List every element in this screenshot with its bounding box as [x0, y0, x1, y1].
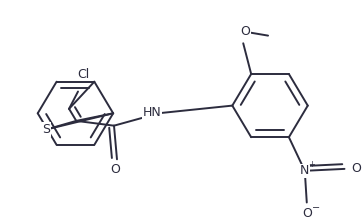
- Text: O: O: [302, 207, 312, 219]
- Text: Cl: Cl: [77, 68, 89, 81]
- Text: S: S: [43, 123, 51, 136]
- Text: O: O: [240, 25, 250, 38]
- Text: O: O: [240, 25, 250, 38]
- Text: HN: HN: [142, 106, 161, 119]
- Text: O: O: [352, 162, 361, 175]
- Text: O: O: [110, 163, 120, 176]
- Text: N: N: [300, 164, 310, 177]
- Text: +: +: [308, 160, 315, 169]
- Text: −: −: [312, 203, 320, 213]
